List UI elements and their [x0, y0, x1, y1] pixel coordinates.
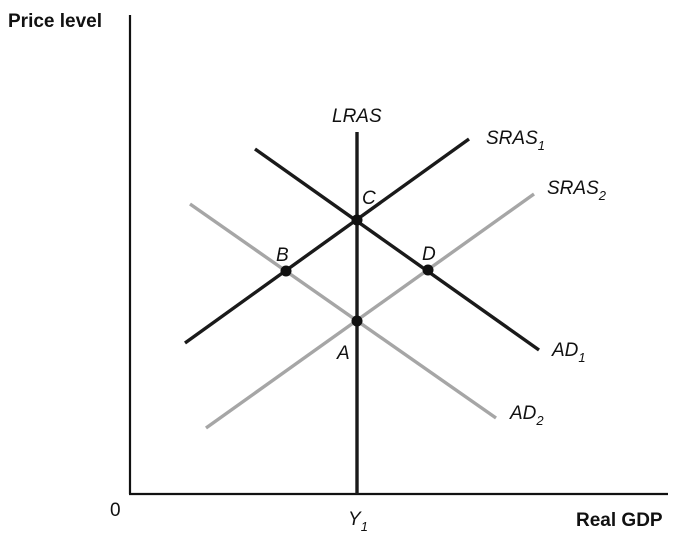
- ad1-label-sub: 1: [578, 350, 585, 365]
- ad2-label-sub: 2: [535, 413, 544, 428]
- y-axis-label: Price level: [8, 11, 102, 32]
- lras-label: LRAS: [332, 106, 382, 127]
- ad1-curve: [254, 147, 540, 352]
- point-a-dot: [351, 315, 363, 327]
- ad1-label-main: AD: [551, 340, 579, 361]
- ad2-label: AD2: [509, 403, 544, 428]
- origin-label: 0: [110, 500, 121, 521]
- ad2-curve: [189, 202, 497, 420]
- sras1-label-sub: 1: [538, 138, 545, 153]
- sras2-label-main: SRAS: [547, 178, 599, 199]
- point-d-dot: [422, 264, 434, 276]
- x-tick-main: Y: [348, 509, 362, 530]
- sras1-label-main: SRAS: [486, 128, 538, 149]
- point-d-label: D: [422, 244, 436, 265]
- x-axis-label: Real GDP: [576, 510, 663, 531]
- sras2-curve: [205, 192, 535, 430]
- sras2-label-sub: 2: [598, 188, 607, 203]
- point-a-label: A: [336, 343, 350, 364]
- point-c-dot: [351, 214, 363, 226]
- point-c-label: C: [362, 188, 376, 209]
- point-b-dot: [280, 265, 292, 277]
- ad1-label: AD1: [551, 340, 586, 365]
- sras1-curve: [184, 137, 470, 345]
- point-b-label: B: [276, 245, 289, 266]
- sras2-label: SRAS2: [547, 178, 607, 203]
- x-tick-y1-label: Y1: [348, 509, 368, 534]
- ad2-label-main: AD: [509, 403, 537, 424]
- sras1-label: SRAS1: [486, 128, 545, 153]
- x-tick-sub: 1: [361, 519, 368, 534]
